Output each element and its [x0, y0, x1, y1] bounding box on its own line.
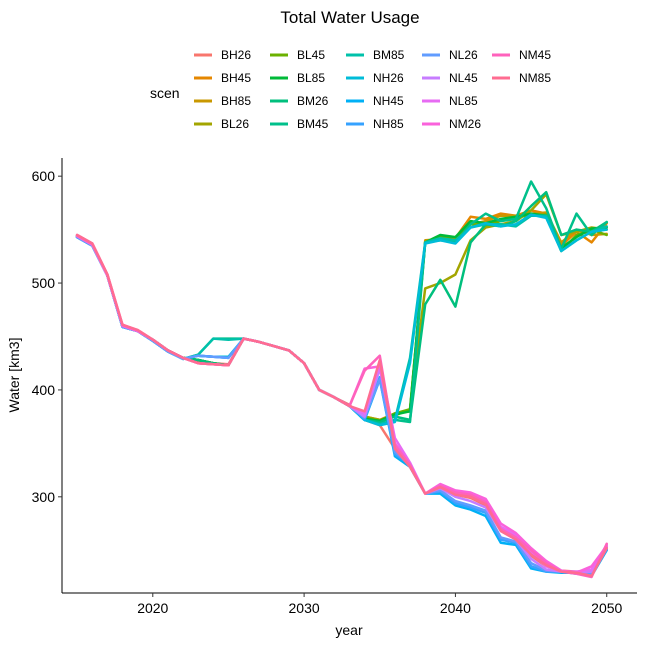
series-line-nl45: [75, 234, 608, 574]
legend-label: BH26: [221, 48, 251, 62]
series-line-nh45: [75, 235, 608, 578]
legend-label: NL26: [449, 48, 478, 62]
y-tick-label: 400: [32, 382, 56, 398]
legend-item-nl45: NL45: [422, 71, 478, 85]
legend-label: BL26: [221, 117, 249, 131]
legend-item-nh26: NH26: [346, 71, 404, 85]
legend-label: NH85: [373, 117, 404, 131]
legend-item-nm26: NM26: [422, 117, 481, 131]
legend-item-bl85: BL85: [270, 71, 325, 85]
series-line-nl85: [75, 234, 608, 573]
y-axis-label: Water [km3]: [6, 338, 22, 413]
series-line-bh85: [75, 211, 608, 424]
legend-label: BM45: [297, 117, 329, 131]
chart-title: Total Water Usage: [280, 8, 419, 27]
legend-label: BL45: [297, 48, 325, 62]
x-tick-label: 2050: [591, 600, 622, 616]
x-tick-label: 2040: [440, 600, 471, 616]
series-line-bl85: [75, 212, 608, 423]
legend-item-nm45: NM45: [492, 48, 551, 62]
series-line-nm85: [75, 233, 608, 578]
series-line-bl45: [75, 213, 608, 423]
series-line-nm26: [75, 234, 608, 574]
x-tick-label: 2020: [137, 600, 168, 616]
legend-item-bl26: BL26: [194, 117, 249, 131]
legend-item-bh26: BH26: [194, 48, 251, 62]
legend-label: NM85: [519, 71, 551, 85]
legend-item-bm45: BM45: [270, 117, 329, 131]
y-tick-label: 500: [32, 275, 56, 291]
legend-item-nh45: NH45: [346, 94, 404, 108]
legend-item-nm85: NM85: [492, 71, 551, 85]
legend-item-nl85: NL85: [422, 94, 478, 108]
legend-title: scen: [150, 85, 180, 101]
series-line-bl26: [75, 193, 608, 422]
legend-label: BL85: [297, 71, 325, 85]
series-line-bh45: [75, 209, 608, 422]
series-line-bm85: [75, 214, 608, 426]
legend-label: NM26: [449, 117, 481, 131]
series-line-bh26: [75, 233, 608, 576]
legend-item-nl26: NL26: [422, 48, 478, 62]
series-line-nl26: [75, 235, 608, 576]
series-line-nh26: [75, 213, 608, 427]
x-tick-label: 2030: [289, 600, 320, 616]
series-line-nh85: [75, 235, 608, 577]
legend-label: NH26: [373, 71, 404, 85]
legend-label: NH45: [373, 94, 404, 108]
legend-label: BH45: [221, 71, 251, 85]
y-tick-label: 300: [32, 489, 56, 505]
legend-item-bm26: BM26: [270, 94, 329, 108]
series-line-bm26: [75, 190, 608, 424]
legend-label: NL45: [449, 71, 478, 85]
legend-item-bh85: BH85: [194, 94, 251, 108]
legend-item-bh45: BH45: [194, 71, 251, 85]
legend-label: BH85: [221, 94, 251, 108]
y-tick-label: 600: [32, 168, 56, 184]
axes: 300 400 500 600 2020 2030 2040 2050: [32, 158, 637, 616]
legend-item-nh85: NH85: [346, 117, 404, 131]
legend-item-bm85: BM85: [346, 48, 405, 62]
legend: BH26 BH45 BH85 BL26 BL45 BL85 BM26 BM45 BM85 NH26…: [194, 48, 551, 131]
legend-label: BM26: [297, 94, 329, 108]
series-line-nm45: [75, 233, 608, 579]
legend-label: NM45: [519, 48, 551, 62]
legend-label: NL85: [449, 94, 478, 108]
plot-area: [75, 180, 608, 579]
legend-label: BM85: [373, 48, 405, 62]
legend-item-bl45: BL45: [270, 48, 325, 62]
x-axis-label: year: [335, 622, 363, 638]
